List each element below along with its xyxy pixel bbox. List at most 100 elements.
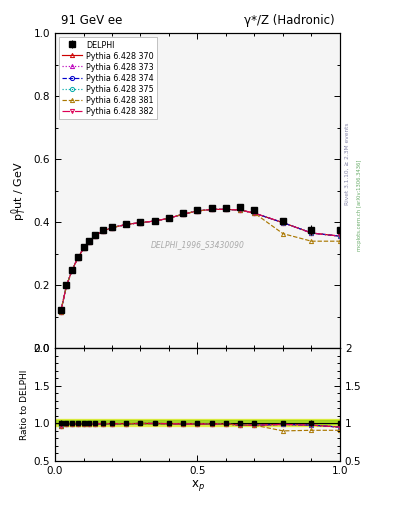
Pythia 6.428 381 xyxy=(309,238,314,244)
Pythia 6.428 374 xyxy=(64,283,69,289)
Pythia 6.428 370 xyxy=(281,220,285,226)
Pythia 6.428 374 xyxy=(101,228,106,234)
Pythia 6.428 370 xyxy=(59,309,63,315)
Pythia 6.428 382 xyxy=(195,208,200,214)
Pythia 6.428 381 xyxy=(252,210,257,216)
Pythia 6.428 382 xyxy=(224,206,228,212)
Text: mcplots.cern.ch [arXiv:1306.3436]: mcplots.cern.ch [arXiv:1306.3436] xyxy=(357,159,362,250)
Pythia 6.428 374 xyxy=(167,215,171,221)
Pythia 6.428 370 xyxy=(93,233,97,239)
Pythia 6.428 381 xyxy=(93,233,97,239)
Pythia 6.428 381 xyxy=(110,225,114,231)
Pythia 6.428 370 xyxy=(195,208,200,214)
Pythia 6.428 374 xyxy=(138,220,143,226)
Line: Pythia 6.428 373: Pythia 6.428 373 xyxy=(59,207,342,314)
Pythia 6.428 382 xyxy=(338,233,342,239)
Pythia 6.428 370 xyxy=(224,206,228,212)
Bar xyxy=(55,419,340,425)
Pythia 6.428 375 xyxy=(110,225,114,231)
Pythia 6.428 381 xyxy=(167,215,171,221)
Bar xyxy=(55,420,340,424)
Pythia 6.428 373 xyxy=(70,267,75,273)
Pythia 6.428 373 xyxy=(59,309,63,315)
Pythia 6.428 381 xyxy=(281,230,285,237)
Pythia 6.428 374 xyxy=(181,211,185,217)
Pythia 6.428 373 xyxy=(124,221,129,227)
Pythia 6.428 373 xyxy=(338,233,342,239)
Pythia 6.428 375 xyxy=(70,267,75,273)
Pythia 6.428 370 xyxy=(124,221,129,227)
Pythia 6.428 370 xyxy=(87,239,92,245)
Pythia 6.428 381 xyxy=(181,211,185,217)
Pythia 6.428 374 xyxy=(124,221,129,227)
Pythia 6.428 382 xyxy=(252,210,257,216)
Pythia 6.428 382 xyxy=(101,228,106,234)
Y-axis label: Ratio to DELPHI: Ratio to DELPHI xyxy=(20,369,29,440)
Pythia 6.428 382 xyxy=(281,220,285,226)
Pythia 6.428 375 xyxy=(281,220,285,226)
Pythia 6.428 381 xyxy=(195,208,200,214)
Pythia 6.428 374 xyxy=(110,225,114,231)
Pythia 6.428 375 xyxy=(167,215,171,221)
Pythia 6.428 370 xyxy=(238,207,242,213)
Pythia 6.428 370 xyxy=(181,211,185,217)
Pythia 6.428 373 xyxy=(195,208,200,214)
Pythia 6.428 374 xyxy=(93,233,97,239)
Pythia 6.428 374 xyxy=(338,233,342,239)
Pythia 6.428 374 xyxy=(238,207,242,213)
Pythia 6.428 382 xyxy=(75,255,80,261)
Pythia 6.428 373 xyxy=(281,220,285,226)
Pythia 6.428 373 xyxy=(167,215,171,221)
Pythia 6.428 374 xyxy=(87,239,92,245)
Pythia 6.428 381 xyxy=(87,239,92,245)
Pythia 6.428 370 xyxy=(75,255,80,261)
Pythia 6.428 374 xyxy=(252,210,257,216)
Pythia 6.428 373 xyxy=(181,211,185,217)
Pythia 6.428 382 xyxy=(309,230,314,236)
Pythia 6.428 375 xyxy=(87,239,92,245)
Line: Pythia 6.428 370: Pythia 6.428 370 xyxy=(59,207,342,314)
Pythia 6.428 375 xyxy=(124,221,129,227)
Pythia 6.428 374 xyxy=(224,206,228,212)
Pythia 6.428 382 xyxy=(152,218,157,224)
Pythia 6.428 375 xyxy=(138,220,143,226)
Pythia 6.428 373 xyxy=(309,230,314,236)
Pythia 6.428 381 xyxy=(101,228,106,234)
Pythia 6.428 374 xyxy=(70,267,75,273)
Pythia 6.428 382 xyxy=(59,309,63,315)
Pythia 6.428 382 xyxy=(238,207,242,213)
Pythia 6.428 382 xyxy=(138,220,143,226)
Pythia 6.428 373 xyxy=(252,210,257,216)
Pythia 6.428 375 xyxy=(238,207,242,213)
Pythia 6.428 375 xyxy=(338,233,342,239)
Pythia 6.428 375 xyxy=(93,233,97,239)
Pythia 6.428 381 xyxy=(75,255,80,261)
Pythia 6.428 373 xyxy=(87,239,92,245)
Pythia 6.428 373 xyxy=(81,245,86,251)
Pythia 6.428 382 xyxy=(167,215,171,221)
Pythia 6.428 374 xyxy=(152,218,157,224)
Pythia 6.428 375 xyxy=(195,208,200,214)
Pythia 6.428 382 xyxy=(181,211,185,217)
Pythia 6.428 382 xyxy=(70,267,75,273)
Pythia 6.428 373 xyxy=(138,220,143,226)
Pythia 6.428 382 xyxy=(209,206,214,212)
Pythia 6.428 381 xyxy=(238,207,242,213)
Line: Pythia 6.428 374: Pythia 6.428 374 xyxy=(59,207,342,314)
Pythia 6.428 370 xyxy=(309,230,314,236)
Line: Pythia 6.428 382: Pythia 6.428 382 xyxy=(59,207,342,314)
Pythia 6.428 381 xyxy=(59,309,63,315)
Pythia 6.428 381 xyxy=(64,283,69,289)
Pythia 6.428 381 xyxy=(138,220,143,226)
Pythia 6.428 381 xyxy=(338,238,342,244)
Text: γ*/Z (Hadronic): γ*/Z (Hadronic) xyxy=(244,14,334,27)
Pythia 6.428 375 xyxy=(224,206,228,212)
Pythia 6.428 375 xyxy=(252,210,257,216)
Pythia 6.428 370 xyxy=(252,210,257,216)
Pythia 6.428 373 xyxy=(110,225,114,231)
Pythia 6.428 375 xyxy=(75,255,80,261)
Pythia 6.428 374 xyxy=(195,208,200,214)
Pythia 6.428 381 xyxy=(224,206,228,212)
Pythia 6.428 381 xyxy=(152,218,157,224)
Pythia 6.428 373 xyxy=(93,233,97,239)
